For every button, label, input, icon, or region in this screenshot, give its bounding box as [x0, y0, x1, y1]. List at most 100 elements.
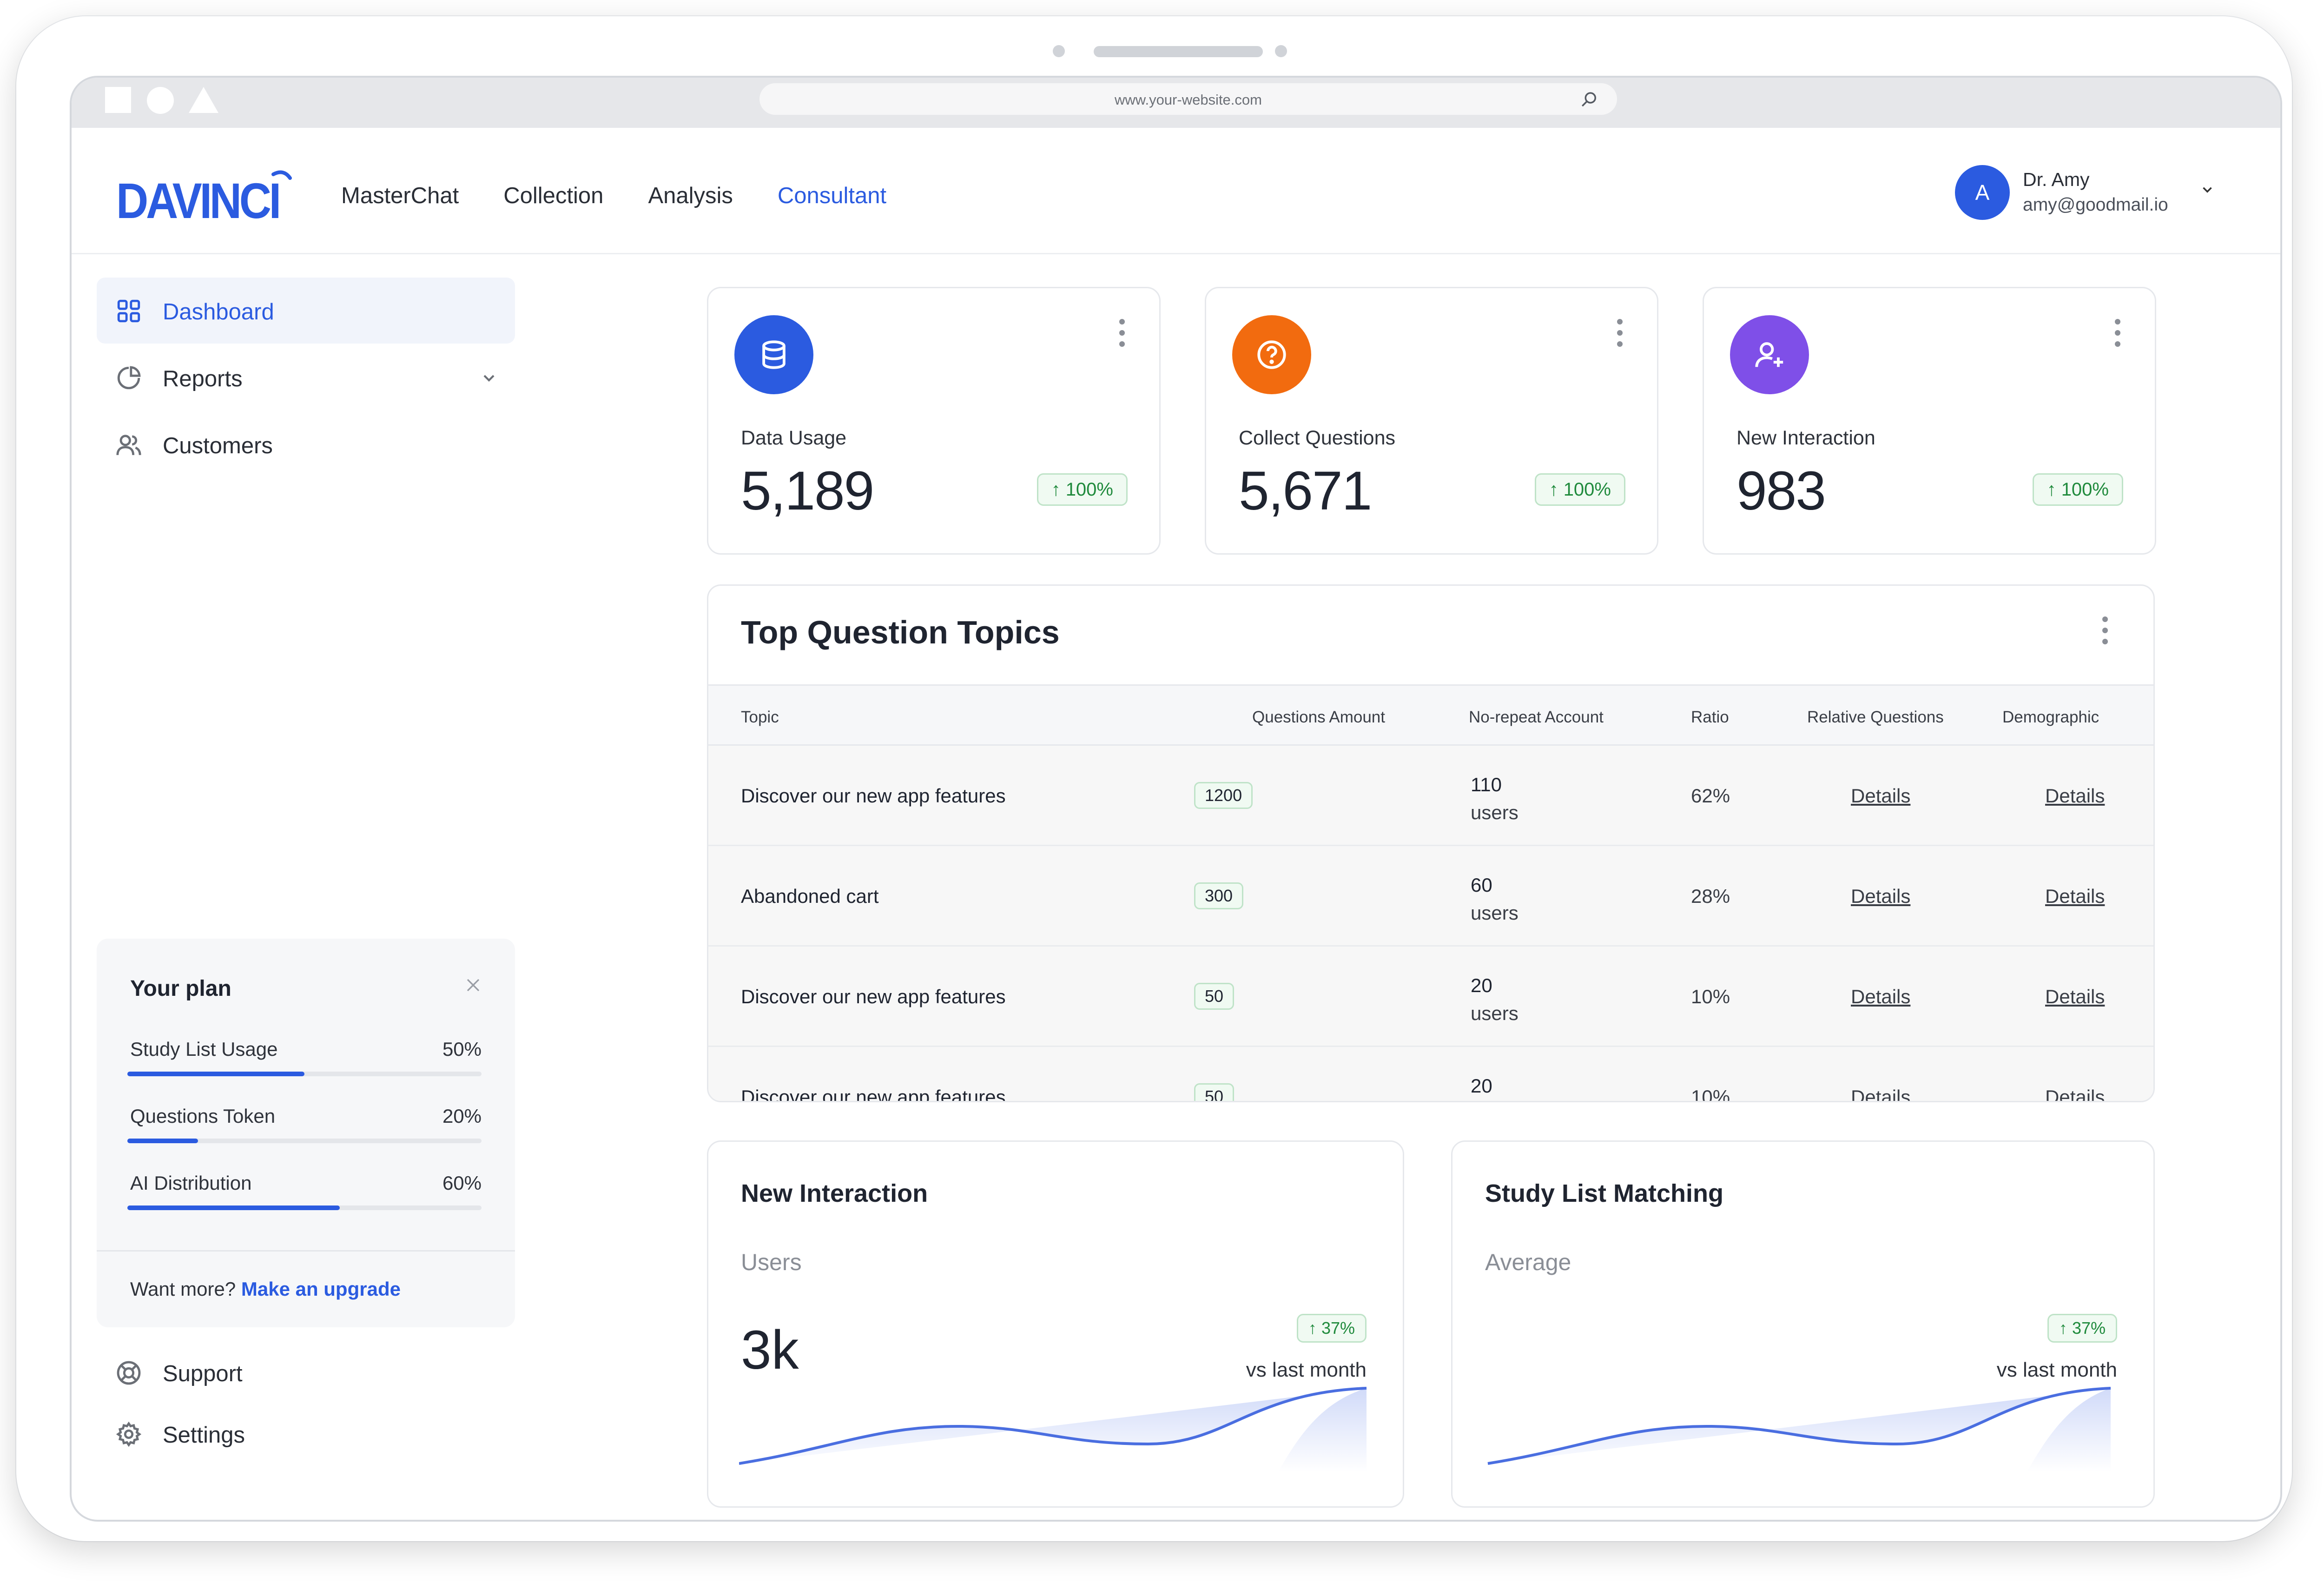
accounts-value: 20: [1471, 1075, 1492, 1097]
plan-row-value: 60%: [442, 1172, 482, 1194]
sidebar-item-label: Reports: [163, 366, 243, 391]
grid-icon: [117, 299, 140, 323]
card-subtitle: Average: [1485, 1249, 1571, 1275]
url-bar[interactable]: www.your-website.com: [759, 83, 1617, 115]
sidebar-item-customers[interactable]: Customers: [97, 411, 515, 477]
users-icon: [116, 435, 141, 455]
change-value: 100%: [1065, 479, 1113, 500]
camera-dot: [1053, 45, 1065, 57]
close-icon[interactable]: [465, 977, 482, 994]
pie-chart-icon: [117, 366, 141, 390]
circle-icon: [147, 87, 174, 114]
sensor-dot: [1275, 45, 1287, 57]
sidebar-item-label: Customers: [163, 433, 273, 458]
stat-icon-bg: [1730, 315, 1809, 394]
relative-details-link[interactable]: Details: [1851, 1086, 1911, 1102]
plan-row-questions-token: Questions Token 20%: [127, 1105, 482, 1156]
stat-label: New Interaction: [1736, 427, 1875, 449]
stat-icon-bg: [1232, 315, 1311, 394]
change-badge: ↑ 100%: [1037, 473, 1128, 506]
stat-card-data-usage: Data Usage 5,189 ↑ 100%: [707, 287, 1161, 555]
demographic-details-link[interactable]: Details: [2045, 885, 2105, 907]
arrow-up-icon: ↑: [1051, 479, 1066, 500]
demographic-details-link[interactable]: Details: [2045, 785, 2105, 807]
sparkline-fill: [1488, 1388, 2111, 1472]
chevron-down-icon[interactable]: [480, 369, 498, 387]
stat-icon-bg: [734, 315, 813, 394]
change-value: 100%: [1563, 479, 1611, 500]
plan-row-ai-distribution: AI Distribution 60%: [127, 1172, 482, 1223]
table-title: Top Question Topics: [741, 614, 1060, 650]
plan-row-label: Study List Usage: [130, 1038, 278, 1060]
arrow-up-icon: ↑: [1308, 1318, 1321, 1338]
browser-bar: www.your-website.com: [72, 78, 2280, 128]
url-text: www.your-website.com: [1115, 92, 1262, 108]
stat-card-new-interaction: New Interaction 983 ↑ 100%: [1703, 287, 2156, 555]
user-name: Dr. Amy: [2023, 169, 2090, 190]
nav-consultant[interactable]: Consultant: [777, 183, 887, 208]
progress-track: [127, 1072, 482, 1076]
table-row[interactable]: Discover our new app features 50 20 users…: [708, 1047, 2153, 1102]
card-value: 3k: [741, 1319, 799, 1381]
more-vertical-icon[interactable]: [1118, 318, 1126, 348]
sidebar-item-reports[interactable]: Reports: [97, 344, 515, 411]
table-row[interactable]: Abandoned cart 300 60 users 28% Details D…: [708, 846, 2153, 947]
topic-cell: Discover our new app features: [741, 1086, 1006, 1102]
demographic-details-link[interactable]: Details: [2045, 986, 2105, 1007]
amount-badge: 50: [1194, 983, 1235, 1010]
trend-sparkline: [1487, 1387, 2111, 1472]
stat-card-collect-questions: Collect Questions 5,671 ↑ 100%: [1205, 287, 1658, 555]
accounts-value: 20: [1471, 974, 1492, 996]
user-menu[interactable]: A Dr. Amy amy@goodmail.io: [1955, 162, 2215, 223]
sidebar-item-settings[interactable]: Settings: [97, 1401, 515, 1467]
table-header: Topic Questions Amount No-repeat Account…: [708, 684, 2153, 746]
stat-value: 983: [1736, 460, 1826, 522]
relative-details-link[interactable]: Details: [1851, 885, 1911, 907]
column-header: Demographic: [2002, 708, 2100, 726]
change-value: 37%: [2072, 1318, 2106, 1338]
divider: [97, 1250, 515, 1252]
more-vertical-icon[interactable]: [2101, 616, 2109, 645]
table-row[interactable]: Discover our new app features 50 20 users…: [708, 947, 2153, 1047]
change-badge: ↑ 37%: [1296, 1314, 1367, 1343]
davinci-logo[interactable]: DAVINCI: [116, 170, 293, 225]
sidebar-item-dashboard[interactable]: Dashboard: [97, 278, 515, 344]
sidebar-item-label: Settings: [163, 1423, 245, 1448]
column-header: Topic: [741, 708, 779, 726]
accounts-cell: 20 users: [1471, 1072, 1519, 1101]
card-title: New Interaction: [741, 1179, 928, 1207]
chevron-down-icon[interactable]: [2199, 182, 2215, 198]
nav-analysis[interactable]: Analysis: [648, 183, 733, 208]
accounts-value: 110: [1471, 774, 1502, 795]
change-badge: ↑ 37%: [2047, 1314, 2117, 1343]
more-vertical-icon[interactable]: [1616, 318, 1624, 348]
relative-details-link[interactable]: Details: [1851, 785, 1911, 807]
amount-badge: 300: [1194, 882, 1244, 909]
triangle-icon: [189, 87, 218, 113]
progress-fill: [127, 1139, 198, 1143]
plan-row-value: 20%: [442, 1105, 482, 1127]
amount-badge: 50: [1194, 1083, 1235, 1101]
speaker-bar: [1094, 46, 1263, 57]
column-header: Relative Questions: [1807, 708, 1944, 726]
demographic-details-link[interactable]: Details: [2045, 1086, 2105, 1102]
stat-value: 5,671: [1239, 460, 1372, 522]
progress-fill: [127, 1205, 340, 1210]
ratio-cell: 28%: [1691, 885, 1730, 907]
more-vertical-icon[interactable]: [2114, 318, 2121, 348]
upgrade-link[interactable]: Make an upgrade: [241, 1278, 401, 1300]
amount-badge: 1200: [1194, 782, 1253, 809]
change-value: 37%: [1321, 1318, 1355, 1338]
nav-collection[interactable]: Collection: [503, 183, 604, 208]
accounts-cell: 60 users: [1471, 871, 1519, 927]
sidebar-item-support[interactable]: Support: [97, 1339, 515, 1405]
nav-masterchat[interactable]: MasterChat: [341, 183, 459, 208]
relative-details-link[interactable]: Details: [1851, 986, 1911, 1007]
table-row[interactable]: Discover our new app features 1200 110 us…: [708, 746, 2153, 846]
change-badge: ↑ 100%: [1534, 473, 1625, 506]
plan-row-study-list: Study List Usage 50%: [127, 1038, 482, 1089]
accounts-unit: users: [1471, 801, 1519, 823]
gear-icon: [116, 1421, 142, 1447]
search-icon[interactable]: [1580, 90, 1599, 109]
change-value: 100%: [2061, 479, 2109, 500]
